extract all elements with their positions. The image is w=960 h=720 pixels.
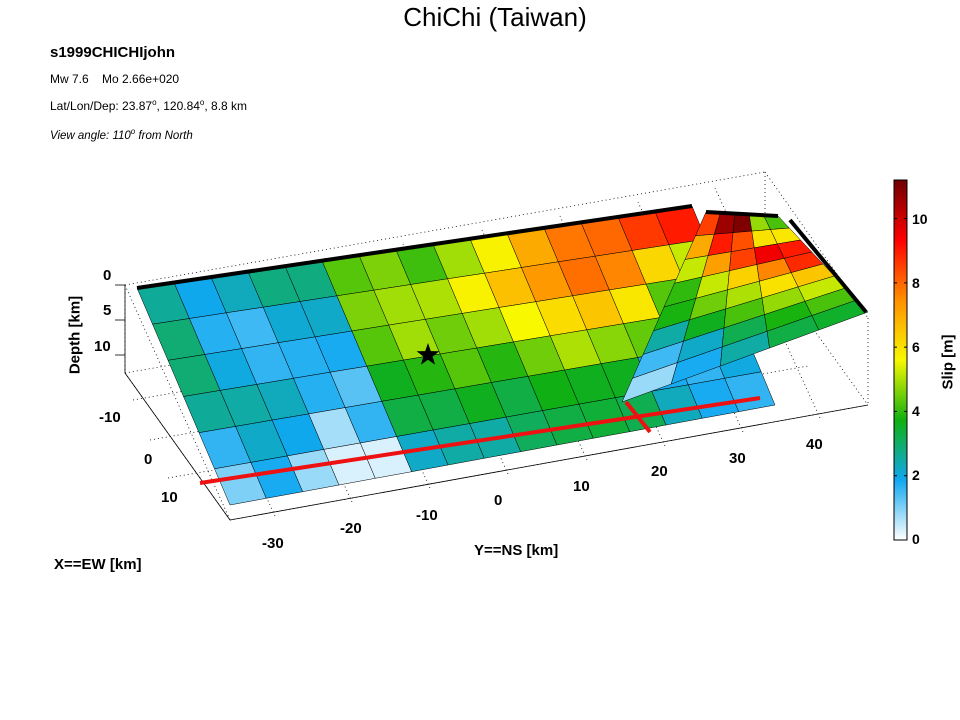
- y-tick-label: 20: [651, 463, 668, 480]
- view-angle-label: View angle: 110: [50, 129, 131, 142]
- colorbar-tick-label: 10: [912, 211, 928, 227]
- depth-axis-title: Depth [km]: [66, 295, 84, 375]
- lat-label: Lat/Lon/Dep: 23.87: [50, 99, 153, 113]
- depth-tick-label: 10: [94, 338, 111, 355]
- moment-label: Mo 2.66e+020: [102, 72, 180, 86]
- y-tick-label: 0: [494, 492, 503, 509]
- x-tick-label: 0: [144, 451, 153, 468]
- x-tick-label: -10: [99, 409, 121, 426]
- y-tick-label: 10: [573, 478, 590, 495]
- hypocenter-star-icon: [416, 343, 440, 365]
- y-tick-label: -30: [262, 535, 284, 552]
- colorbar-tick-label: 2: [912, 467, 920, 483]
- x-axis-title: X==EW [km]: [54, 556, 142, 573]
- depth-tick-label: 0: [103, 267, 112, 284]
- lon-degree-mark: o: [199, 98, 205, 107]
- depth-tick-label: 5: [103, 302, 112, 319]
- location-line: Lat/Lon/Dep: 23.87o, 120.84o, 8.8 km: [50, 98, 247, 113]
- colorbar: [893, 179, 908, 541]
- lat-degree-mark: o: [152, 98, 157, 107]
- view-degree-mark: o: [130, 127, 136, 136]
- axis-line: [229, 404, 869, 521]
- surface-trace: [624, 400, 652, 434]
- fault-top-edge: [705, 210, 779, 218]
- magnitude-label: Mw 7.6: [50, 72, 89, 86]
- view-angle-suffix: from North: [135, 129, 193, 142]
- slip-patch-branch: [732, 213, 753, 233]
- x-tick-label: 10: [161, 489, 178, 506]
- colorbar-title: Slip [m]: [939, 334, 957, 390]
- view-angle-line: View angle: 110o from North: [50, 127, 193, 142]
- plot-title: ChiChi (Taiwan): [403, 2, 587, 32]
- y-axis-title: Y==NS [km]: [474, 542, 559, 559]
- slip-patch-branch: [811, 299, 869, 331]
- axis-line: [124, 372, 231, 521]
- colorbar-tick-label: 4: [912, 403, 920, 419]
- y-tick-label: 30: [729, 450, 746, 467]
- bounding-box-edge: [124, 284, 231, 521]
- y-tick-label: -10: [416, 507, 438, 524]
- y-tick-label: 40: [806, 436, 823, 453]
- colorbar-tick-label: 8: [912, 275, 920, 291]
- surface-trace: [199, 396, 761, 485]
- fault-top-edge: [788, 218, 868, 314]
- magnitude-line: Mw 7.6 Mo 2.66e+020: [50, 72, 179, 86]
- bounding-box-edge: [124, 171, 766, 286]
- bounding-box-edge: [764, 261, 869, 406]
- fault-top-edge: [136, 204, 693, 290]
- event-id: s1999CHICHIjohn: [50, 44, 176, 61]
- y-tick-label: -20: [340, 520, 362, 537]
- depth-label: , 8.8 km: [204, 99, 248, 113]
- colorbar-tick-label: 6: [912, 339, 920, 355]
- colorbar-tick-label: 0: [912, 531, 920, 547]
- lon-label: , 120.84: [156, 99, 200, 113]
